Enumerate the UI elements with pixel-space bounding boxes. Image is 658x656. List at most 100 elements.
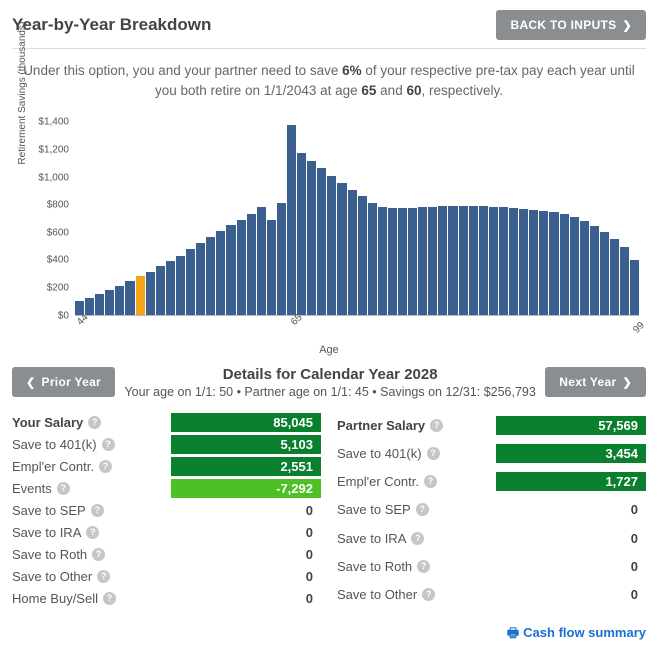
- chart-bar[interactable]: [519, 209, 528, 315]
- partner-401k-label: Save to 401(k)?: [337, 446, 490, 461]
- chart-bar[interactable]: [630, 260, 639, 315]
- chart-bar[interactable]: [317, 168, 326, 314]
- chart-bar[interactable]: [610, 239, 619, 314]
- your-events-value: -7,292: [171, 479, 321, 498]
- help-icon[interactable]: ?: [430, 419, 443, 432]
- chart-bar[interactable]: [388, 208, 397, 314]
- your-roth-label: Save to Roth?: [12, 547, 165, 562]
- chart-bar[interactable]: [428, 207, 437, 315]
- chart-bar[interactable]: [327, 176, 336, 315]
- chart-bar[interactable]: [529, 210, 538, 315]
- y-tick: $1,000: [21, 172, 69, 183]
- chart-bar[interactable]: [105, 290, 114, 315]
- chart-bar[interactable]: [348, 190, 357, 315]
- chart-bar[interactable]: [216, 231, 225, 315]
- your-home-value: 0: [171, 589, 321, 608]
- chart-bar[interactable]: [459, 206, 468, 314]
- y-tick: $600: [21, 227, 69, 238]
- chart-bar[interactable]: [146, 272, 155, 315]
- chart-bar[interactable]: [95, 294, 104, 315]
- partner-empl-value: 1,727: [496, 472, 646, 491]
- chart-bar[interactable]: [176, 256, 185, 315]
- partner-empl-label: Empl'er Contr.?: [337, 474, 490, 489]
- chart-bar[interactable]: [257, 207, 266, 314]
- chart-bar[interactable]: [368, 203, 377, 314]
- help-icon[interactable]: ?: [103, 592, 116, 605]
- help-icon[interactable]: ?: [86, 526, 99, 539]
- back-to-inputs-button[interactable]: BACK TO INPUTS❯: [496, 10, 646, 40]
- chart-bar[interactable]: [570, 217, 579, 314]
- help-icon[interactable]: ?: [424, 475, 437, 488]
- prior-year-label: Prior Year: [42, 375, 101, 389]
- help-icon[interactable]: ?: [427, 447, 440, 460]
- chart-bar[interactable]: [489, 207, 498, 315]
- chart-bar[interactable]: [509, 208, 518, 315]
- chart-bar[interactable]: [438, 206, 447, 314]
- chart-bar[interactable]: [206, 237, 215, 315]
- help-icon[interactable]: ?: [57, 482, 70, 495]
- chart-bar[interactable]: [580, 221, 589, 314]
- chart-bar[interactable]: [549, 212, 558, 314]
- help-icon[interactable]: ?: [102, 438, 115, 451]
- chart-bar[interactable]: [125, 281, 134, 315]
- prior-year-button[interactable]: ❮Prior Year: [12, 367, 115, 397]
- your-401k-label: Save to 401(k)?: [12, 437, 165, 452]
- your-empl-value: 2,551: [171, 457, 321, 476]
- chart-bar[interactable]: [418, 207, 427, 314]
- chart-bar[interactable]: [247, 214, 256, 314]
- help-icon[interactable]: ?: [417, 560, 430, 573]
- chart-bar[interactable]: [196, 243, 205, 314]
- chart-bar[interactable]: [398, 208, 407, 314]
- y-tick: $400: [21, 255, 69, 266]
- chart-bar[interactable]: [267, 220, 276, 315]
- savings-chart: Retirement Savings (thousands) $0$200$40…: [19, 116, 639, 356]
- your-ira-value: 0: [171, 523, 321, 542]
- cash-flow-summary-link[interactable]: 🖶Cash flow summary: [507, 625, 646, 640]
- chart-bar[interactable]: [499, 207, 508, 314]
- help-icon[interactable]: ?: [91, 504, 104, 517]
- your-empl-label: Empl'er Contr.?: [12, 459, 165, 474]
- chart-bar[interactable]: [186, 249, 195, 314]
- chart-bar[interactable]: [600, 232, 609, 314]
- chart-bar[interactable]: [337, 183, 346, 315]
- chart-bar[interactable]: [136, 276, 145, 314]
- help-icon[interactable]: ?: [92, 548, 105, 561]
- help-icon[interactable]: ?: [422, 588, 435, 601]
- help-icon[interactable]: ?: [88, 416, 101, 429]
- x-axis-label: Age: [19, 344, 639, 356]
- chart-bar[interactable]: [307, 161, 316, 315]
- chart-bar[interactable]: [358, 196, 367, 314]
- chart-bar[interactable]: [297, 153, 306, 315]
- chart-bar[interactable]: [560, 214, 569, 314]
- chart-bar[interactable]: [226, 225, 235, 314]
- chart-bar[interactable]: [115, 286, 124, 315]
- chart-bar[interactable]: [620, 247, 629, 314]
- partner-sep-label: Save to SEP?: [337, 502, 490, 517]
- help-icon[interactable]: ?: [411, 532, 424, 545]
- chart-bar[interactable]: [590, 226, 599, 315]
- chart-bar[interactable]: [166, 261, 175, 315]
- chart-bar[interactable]: [85, 298, 94, 314]
- details-subtitle: Your age on 1/1: 50 • Partner age on 1/1…: [115, 385, 545, 399]
- chart-bar[interactable]: [469, 206, 478, 314]
- your-roth-value: 0: [171, 545, 321, 564]
- your-home-label: Home Buy/Sell?: [12, 591, 165, 606]
- your-other-value: 0: [171, 567, 321, 586]
- chart-bar[interactable]: [237, 220, 246, 315]
- chart-bar[interactable]: [448, 206, 457, 314]
- help-icon[interactable]: ?: [97, 570, 110, 583]
- chart-bar[interactable]: [287, 125, 296, 314]
- help-icon[interactable]: ?: [99, 460, 112, 473]
- chart-bar[interactable]: [539, 211, 548, 315]
- chart-bar[interactable]: [277, 203, 286, 314]
- help-icon[interactable]: ?: [416, 503, 429, 516]
- partner-salary-value: 57,569: [496, 416, 646, 435]
- chart-bar[interactable]: [378, 207, 387, 315]
- chart-bar[interactable]: [408, 208, 417, 315]
- details-title: Details for Calendar Year 2028: [115, 366, 545, 383]
- partner-column: Partner Salary? 57,569 Save to 401(k)? 3…: [337, 413, 646, 608]
- chart-bar[interactable]: [156, 266, 165, 314]
- y-tick: $800: [21, 200, 69, 211]
- next-year-button[interactable]: Next Year❯: [545, 367, 646, 397]
- chart-bar[interactable]: [479, 206, 488, 314]
